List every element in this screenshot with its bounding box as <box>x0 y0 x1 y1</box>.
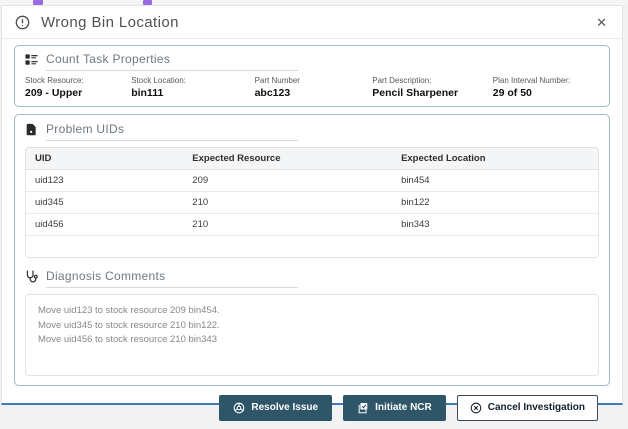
dialog-title: Wrong Bin Location <box>41 14 179 31</box>
field-value: abc123 <box>255 87 373 99</box>
list-details-icon <box>25 53 38 66</box>
field-label: Stock Resource: <box>25 76 131 85</box>
field-value: bin111 <box>131 87 254 99</box>
problem-uids-panel: Problem UIDs UID Expected Resource Expec… <box>14 114 610 386</box>
field-label: Plan Interval Number: <box>493 76 599 85</box>
stethoscope-icon <box>25 270 38 283</box>
button-label: Resolve Issue <box>251 403 318 413</box>
table-row-empty[interactable] <box>26 236 598 257</box>
field-value: Pencil Sharpener <box>372 87 493 99</box>
count-task-properties-panel: Count Task Properties Stock Resource: 20… <box>14 45 610 107</box>
problem-uids-table: UID Expected Resource Expected Location … <box>25 147 599 258</box>
field-stock-location: Stock Location: bin111 <box>131 76 254 99</box>
cell-expected-resource: 210 <box>183 192 392 214</box>
table-row[interactable]: uid123 209 bin454 <box>26 170 598 192</box>
comment-line: Move uid345 to stock resource 210 bin122… <box>38 319 586 334</box>
field-label: Part Number <box>255 76 373 85</box>
cancel-investigation-button[interactable]: Cancel Investigation <box>457 395 598 421</box>
count-task-fields: Stock Resource: 209 - Upper Stock Locati… <box>25 76 599 99</box>
cell-expected-location: bin454 <box>392 170 598 192</box>
problem-uids-header: Problem UIDs <box>25 122 599 141</box>
table-row[interactable]: uid345 210 bin122 <box>26 192 598 214</box>
cell-uid: uid123 <box>26 170 183 192</box>
diagnosis-comments-header: Diagnosis Comments <box>25 269 599 288</box>
cell-expected-location <box>392 236 598 257</box>
field-part-description: Part Description: Pencil Sharpener <box>372 76 493 99</box>
column-header-expected-resource: Expected Resource <box>183 148 392 170</box>
field-value: 209 - Upper <box>25 87 131 99</box>
dialog-header: Wrong Bin Location ✕ <box>2 6 622 39</box>
cell-expected-resource: 210 <box>183 214 392 236</box>
field-label: Part Description: <box>372 76 493 85</box>
diagnosis-comments-textarea[interactable]: Move uid123 to stock resource 209 bin454… <box>25 294 599 376</box>
button-label: Cancel Investigation <box>488 403 585 413</box>
column-header-expected-location: Expected Location <box>392 148 598 170</box>
cell-expected-resource <box>183 236 392 257</box>
cell-expected-resource: 209 <box>183 170 392 192</box>
wrong-bin-location-dialog: Wrong Bin Location ✕ Count Task Properti… <box>1 5 623 405</box>
table-row[interactable]: uid456 210 bin343 <box>26 214 598 236</box>
table-header-row: UID Expected Resource Expected Location <box>26 148 598 170</box>
count-task-properties-header: Count Task Properties <box>25 52 599 71</box>
comment-line: Move uid123 to stock resource 209 bin454… <box>38 304 586 319</box>
field-stock-resource: Stock Resource: 209 - Upper <box>25 76 131 99</box>
uid-tag-icon <box>25 123 38 136</box>
section-title: Count Task Properties <box>46 52 298 71</box>
column-header-uid: UID <box>26 148 183 170</box>
initiate-ncr-button[interactable]: Initiate NCR <box>343 395 446 421</box>
field-part-number: Part Number abc123 <box>255 76 373 99</box>
close-icon[interactable]: ✕ <box>594 14 609 31</box>
cell-expected-location: bin343 <box>392 214 598 236</box>
field-plan-interval-number: Plan Interval Number: 29 of 50 <box>493 76 599 99</box>
button-label: Initiate NCR <box>375 403 432 413</box>
cell-expected-location: bin122 <box>392 192 598 214</box>
checklist-document-icon <box>357 402 369 414</box>
resolve-issue-button[interactable]: Resolve Issue <box>219 395 332 421</box>
cell-uid: uid456 <box>26 214 183 236</box>
field-value: 29 of 50 <box>493 87 599 99</box>
comment-line: Move uid456 to stock resource 210 bin343 <box>38 333 586 348</box>
cell-uid: uid345 <box>26 192 183 214</box>
section-title: Problem UIDs <box>46 122 298 141</box>
resolve-tools-circle-icon <box>233 402 245 414</box>
field-label: Stock Location: <box>131 76 254 85</box>
dialog-body: Count Task Properties Stock Resource: 20… <box>2 39 622 429</box>
alert-circle-icon <box>15 15 30 30</box>
section-title: Diagnosis Comments <box>46 269 298 288</box>
cell-uid <box>26 236 183 257</box>
cancel-circle-icon <box>470 402 482 414</box>
